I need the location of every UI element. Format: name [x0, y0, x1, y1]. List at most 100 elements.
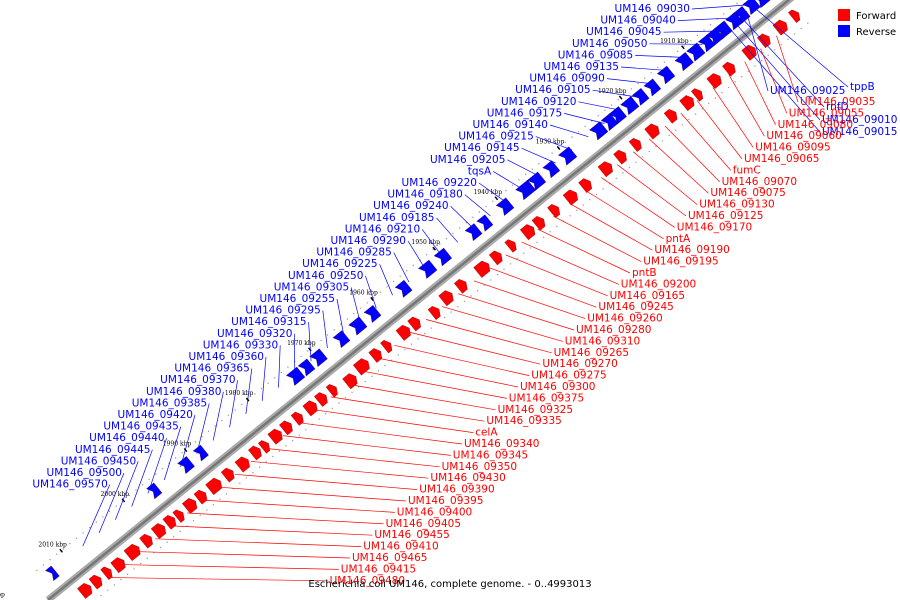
track-dot — [551, 152, 553, 154]
gene-label-um146-09430: UM146_09430 — [430, 472, 505, 484]
gene-label-um146-09255: UM146_09255 — [260, 293, 335, 305]
leader-line — [752, 5, 849, 88]
leader-line — [535, 136, 573, 151]
track-dot — [326, 334, 329, 336]
track-dot — [212, 504, 215, 506]
track-dot — [399, 275, 401, 277]
leader-line — [322, 310, 328, 349]
leader-line — [350, 287, 361, 322]
leader-line — [696, 99, 743, 160]
gene-label-um146-09225: UM146_09225 — [302, 258, 377, 270]
leader-line — [298, 422, 463, 445]
leader-line — [314, 409, 474, 433]
track-dot — [379, 291, 382, 293]
gene-label-um146-09290: UM146_09290 — [331, 235, 406, 247]
gene-label-um146-09070: UM146_09070 — [722, 176, 797, 188]
leader-line — [180, 414, 196, 467]
track-dot — [258, 466, 261, 468]
leader-line — [521, 147, 556, 164]
gene-label-um146-09220: UM146_09220 — [402, 177, 477, 189]
track-dot — [108, 510, 111, 513]
track-dot — [107, 589, 109, 591]
gene-label-um146-09310: UM146_09310 — [565, 335, 640, 347]
track-dot — [650, 72, 652, 74]
scale-tick-label: 1910 kbp — [660, 38, 689, 45]
track-dot — [628, 166, 631, 169]
track-dot — [483, 284, 485, 286]
scale-tick-mark — [556, 145, 561, 150]
track-dot — [538, 163, 540, 165]
gene-label-um146-09320: UM146_09320 — [217, 328, 292, 340]
gene-label-um146-09135: UM146_09135 — [544, 61, 619, 73]
leader-line — [744, 61, 776, 125]
gene-label-pntb: pntB — [632, 267, 657, 279]
reverse-gene-arrow — [464, 223, 483, 242]
leader-line — [123, 564, 339, 570]
leader-line — [537, 228, 631, 274]
track-dot — [278, 450, 281, 452]
reverse-gene-arrow — [433, 247, 453, 267]
forward-gene-arrow — [679, 95, 695, 112]
track-dot — [622, 172, 624, 174]
track-dot — [386, 286, 388, 288]
track-dot — [425, 254, 428, 256]
leader-line — [505, 254, 608, 297]
reverse-gene-arrow — [286, 366, 306, 386]
track-dot — [225, 493, 228, 495]
track-dot — [166, 541, 168, 543]
forward-gene-arrow — [663, 109, 678, 124]
reverse-genes — [45, 0, 771, 581]
leader-line — [98, 472, 125, 534]
gene-label-um146-09440: UM146_09440 — [89, 432, 164, 444]
gene-label-pnta: pntA — [666, 233, 691, 245]
forward-gene-arrow — [644, 123, 660, 140]
track-dot — [133, 568, 135, 570]
track-dot — [274, 377, 276, 379]
gene-label-um146-09455: UM146_09455 — [374, 529, 449, 541]
track-dot — [377, 370, 380, 372]
leader-line — [620, 66, 670, 72]
gene-label-um146-09405: UM146_09405 — [386, 518, 461, 530]
gene-label-um146-09060: UM146_09060 — [766, 130, 841, 142]
reverse-gene-arrow — [686, 42, 706, 62]
legend-reverse-swatch — [838, 25, 850, 37]
track-dot — [181, 452, 183, 454]
track-dot — [472, 216, 474, 218]
reverse-gene-arrow — [332, 330, 351, 349]
gene-label-um146-09180: UM146_09180 — [387, 189, 462, 201]
track-dot — [582, 204, 584, 206]
track-dot — [285, 445, 287, 447]
gene-label-um146-09270: UM146_09270 — [542, 358, 617, 370]
leader-line — [521, 241, 619, 285]
track-dot — [384, 364, 386, 367]
track-dot — [252, 471, 254, 474]
scale-tick-mark — [432, 246, 437, 251]
leader-line — [728, 74, 765, 137]
gene-label-um146-09140: UM146_09140 — [473, 119, 548, 131]
track-dot — [206, 509, 208, 511]
legend: Forward Reverse — [838, 9, 896, 38]
track-dot — [227, 414, 230, 416]
leader-line — [163, 426, 182, 481]
scale-tick-label: 1920 kbp — [598, 88, 627, 95]
track-dot — [721, 92, 723, 94]
forward-gene-arrow — [788, 9, 801, 23]
track-dot — [657, 66, 659, 69]
forward-gene-arrow — [193, 489, 208, 505]
forward-gene-arrow — [150, 523, 167, 540]
track-dot — [708, 102, 710, 105]
forward-gene-arrow — [181, 498, 198, 514]
leader-line — [365, 275, 377, 309]
gene-label-um146-09445: UM146_09445 — [75, 444, 150, 456]
track-dot — [709, 24, 712, 26]
leader-line — [727, 26, 821, 133]
forward-gene-arrow — [547, 204, 561, 219]
track-dot — [373, 296, 375, 299]
leader-line — [407, 240, 426, 269]
leader-line — [82, 484, 111, 547]
track-dot — [344, 397, 347, 399]
track-dot — [643, 77, 646, 79]
track-dot — [351, 391, 353, 393]
track-dot — [115, 505, 117, 507]
